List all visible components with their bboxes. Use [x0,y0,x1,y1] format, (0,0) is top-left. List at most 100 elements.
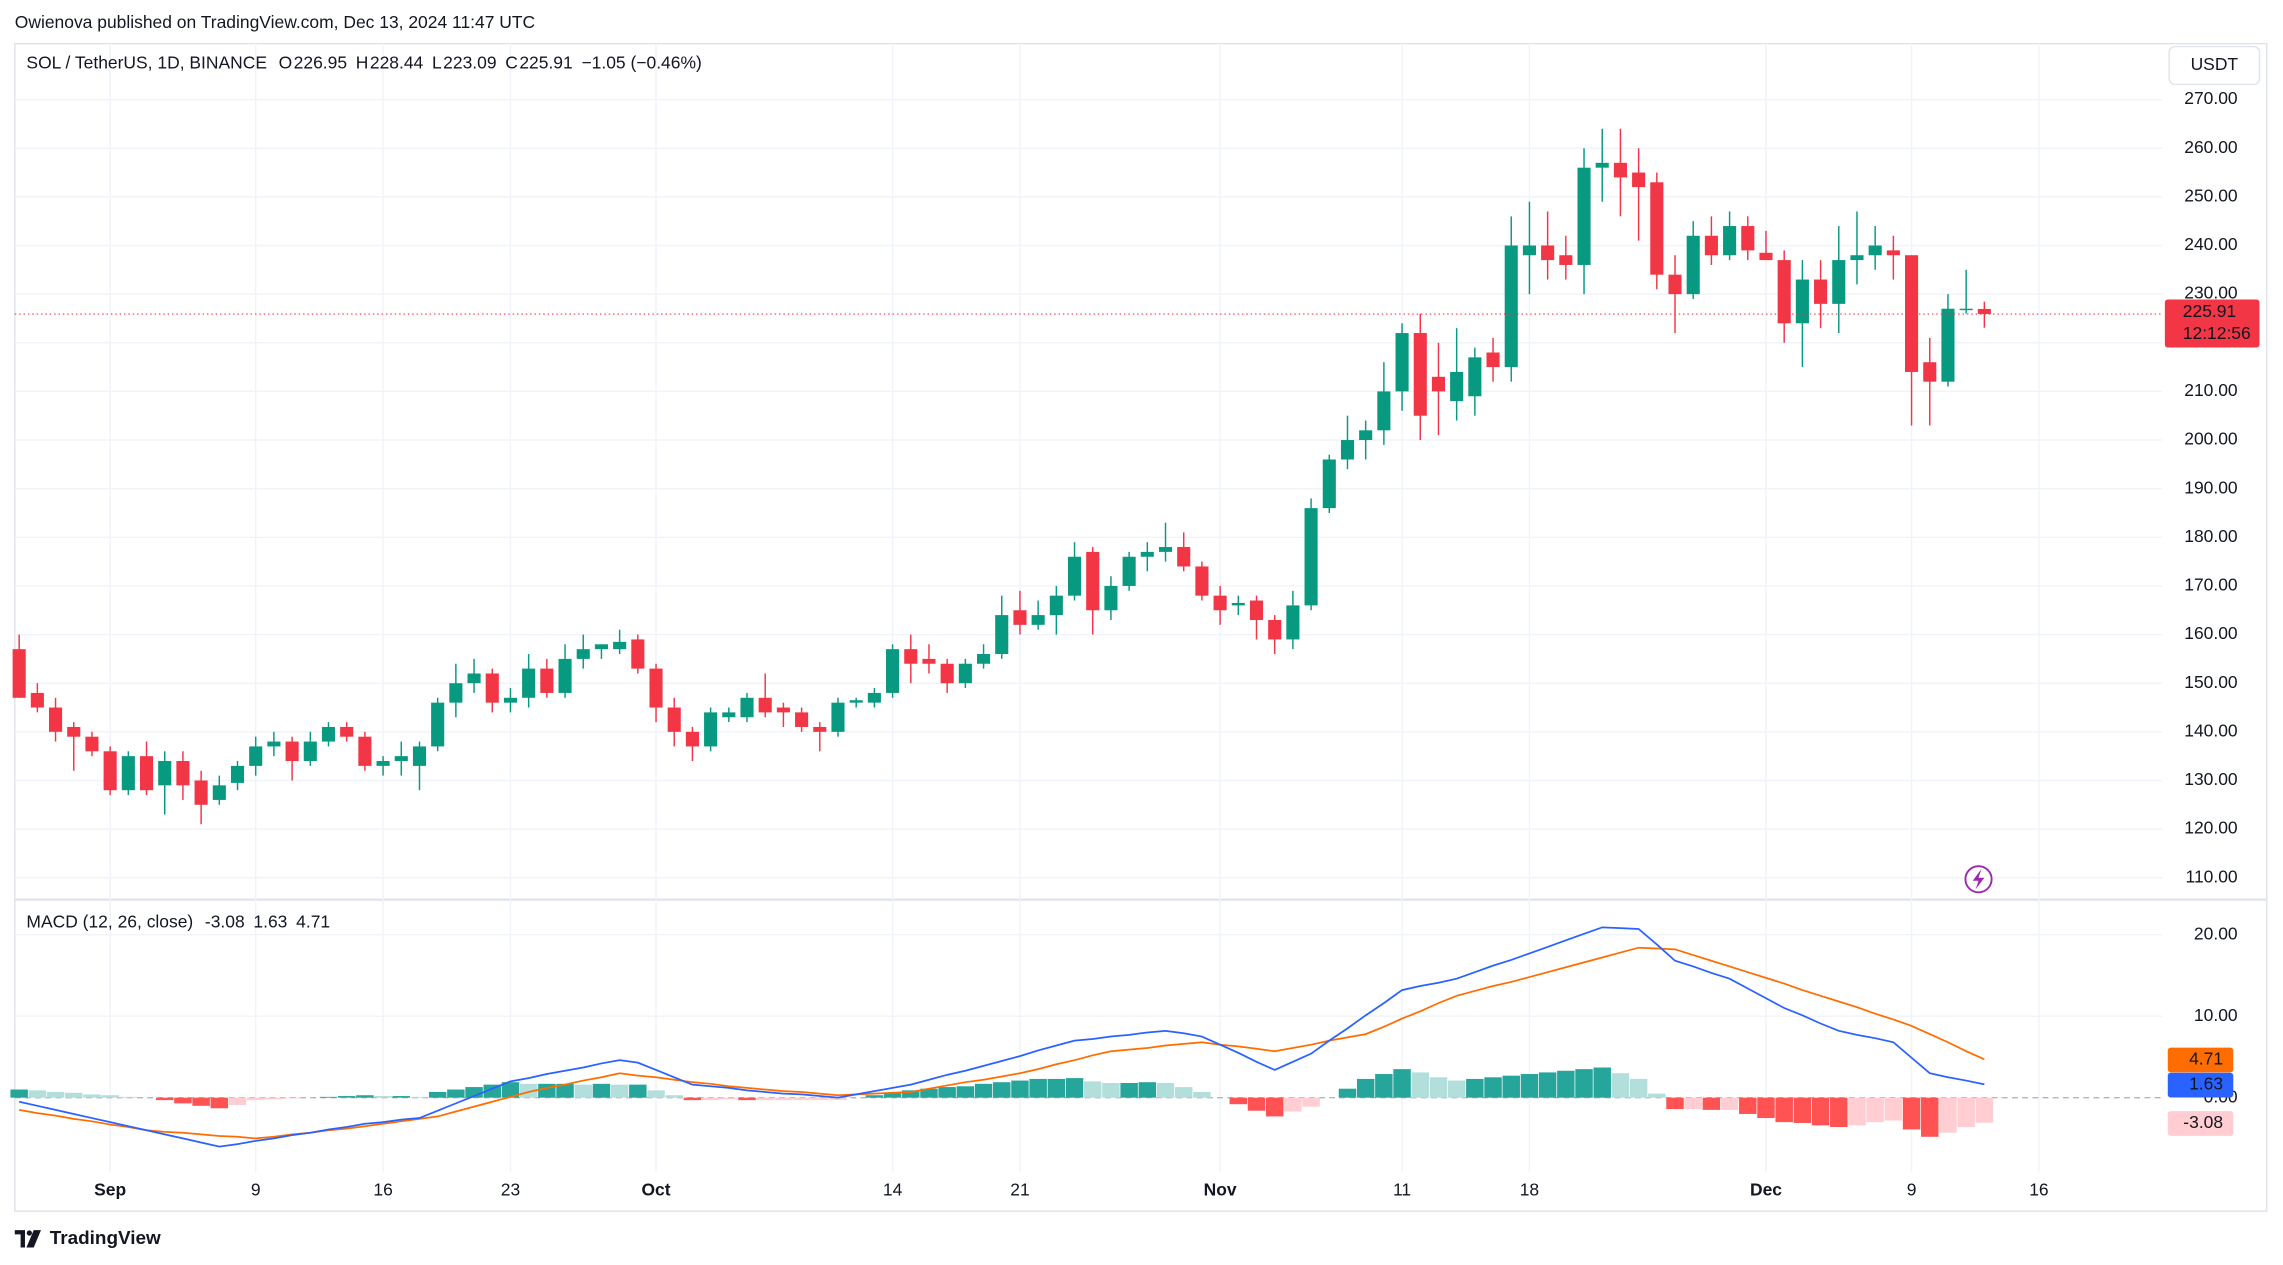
histogram-bar [1902,1097,1921,1130]
histogram-bar [283,1097,301,1099]
candle-body [1941,308,1955,382]
x-tick-label: 11 [1393,1179,1411,1199]
x-tick-label: 21 [1010,1179,1029,1199]
candle-body [576,649,590,659]
x-tick-label: Sep [94,1179,126,1199]
legend-text: SOL / TetherUS, 1D, BINANCE [26,53,267,73]
x-tick-label: 16 [373,1179,392,1199]
histogram-bar [210,1097,229,1109]
histogram-bar [956,1086,975,1098]
candle-body [813,726,827,732]
legend-text: 228.44 [370,53,424,73]
candle-body [1031,615,1045,625]
y-tick-label: 180.00 [2184,526,2238,546]
candle-body [776,707,790,713]
histogram-bar [319,1096,338,1098]
candle-body [1777,260,1791,324]
candle-body [1650,182,1664,275]
histogram-bar [610,1084,629,1098]
histogram-bar [1047,1078,1066,1098]
candle-body [1268,619,1282,640]
x-tick-label: 9 [251,1179,261,1199]
y-tick-label: 240.00 [2184,234,2238,254]
candle-body [267,741,281,747]
y-tick-label: 210.00 [2184,380,2238,400]
candle-body [904,649,918,664]
histogram-bar [720,1097,738,1100]
candle-body [1959,308,1973,311]
candle-body [1013,610,1027,625]
histogram-bar [811,1097,829,1101]
histogram-bar [1138,1082,1157,1098]
histogram-bar [1593,1067,1611,1098]
candle-body [1686,235,1700,295]
histogram-bar [1466,1078,1484,1098]
candle-body [485,673,499,703]
histogram-bar [792,1097,811,1101]
histogram-bar [501,1082,520,1098]
candle-body [1213,595,1227,611]
currency-label[interactable]: USDT [2191,54,2239,74]
candle-body [285,741,299,762]
histogram-bar [10,1089,28,1098]
histogram-bar [647,1090,665,1098]
candle-body [522,668,536,698]
candle-body [85,736,99,752]
histogram-bar [938,1087,956,1098]
histogram-bar [155,1097,174,1101]
y-tick-label: 250.00 [2184,185,2238,205]
candle-body [1413,333,1427,416]
histogram-bar [1029,1078,1047,1098]
candle-body [230,765,245,783]
histogram-bar [119,1096,138,1098]
histogram-bar [1156,1082,1175,1098]
candle-body [139,756,154,791]
histogram-bar [1666,1097,1684,1110]
candle-body [394,756,408,762]
candle-body [631,639,645,669]
legend-text: −1.05 (−0.46%) [581,53,701,73]
histogram-bar [1393,1069,1411,1098]
histogram-bar [920,1088,938,1098]
macd-badge-label: 1.63 [2189,1074,2223,1094]
currency-button[interactable] [2168,45,2261,86]
histogram-bar [1702,1097,1721,1110]
histogram-bar [265,1097,283,1100]
histogram-bar [28,1090,47,1098]
candle-body [1158,547,1173,552]
candle-body [340,726,354,737]
x-tick-label: 14 [883,1179,903,1199]
histogram-bar [1811,1097,1830,1126]
x-tick-label: 9 [1907,1179,1917,1199]
histogram-bar [410,1096,429,1098]
legend-text: L [432,53,442,73]
candle-body [758,697,772,713]
y-tick-label: 120.00 [2184,818,2238,838]
logo-mark [26,1230,41,1248]
macd-badge [2167,1072,2234,1098]
histogram-bar [1229,1097,1248,1105]
signal-badge-label: 4.71 [2189,1049,2223,1069]
histogram-bar [1629,1078,1648,1098]
x-tick-label: Dec [1750,1179,1782,1199]
histogram-bar [1120,1082,1138,1098]
candle-body [940,663,954,684]
histogram-bar [1975,1097,1994,1123]
histogram-bar [246,1097,265,1101]
candle-body [1886,250,1900,256]
candle-body [1595,162,1609,168]
macd-line [18,926,1985,1148]
candle-body [103,751,117,791]
histogram-bar [46,1091,65,1098]
brand: TradingView [50,1228,161,1249]
candle-body [667,707,681,732]
candle-body [1723,226,1737,256]
last-price-label: 225.91 [2183,301,2236,321]
histogram-bar [1648,1093,1666,1098]
legend-text: C [505,53,518,73]
histogram-bar [774,1097,793,1101]
chart-frame [14,42,2268,1212]
candle-body [594,644,608,650]
y-tick-label: 140.00 [2184,720,2238,740]
histogram-bar [337,1096,356,1098]
